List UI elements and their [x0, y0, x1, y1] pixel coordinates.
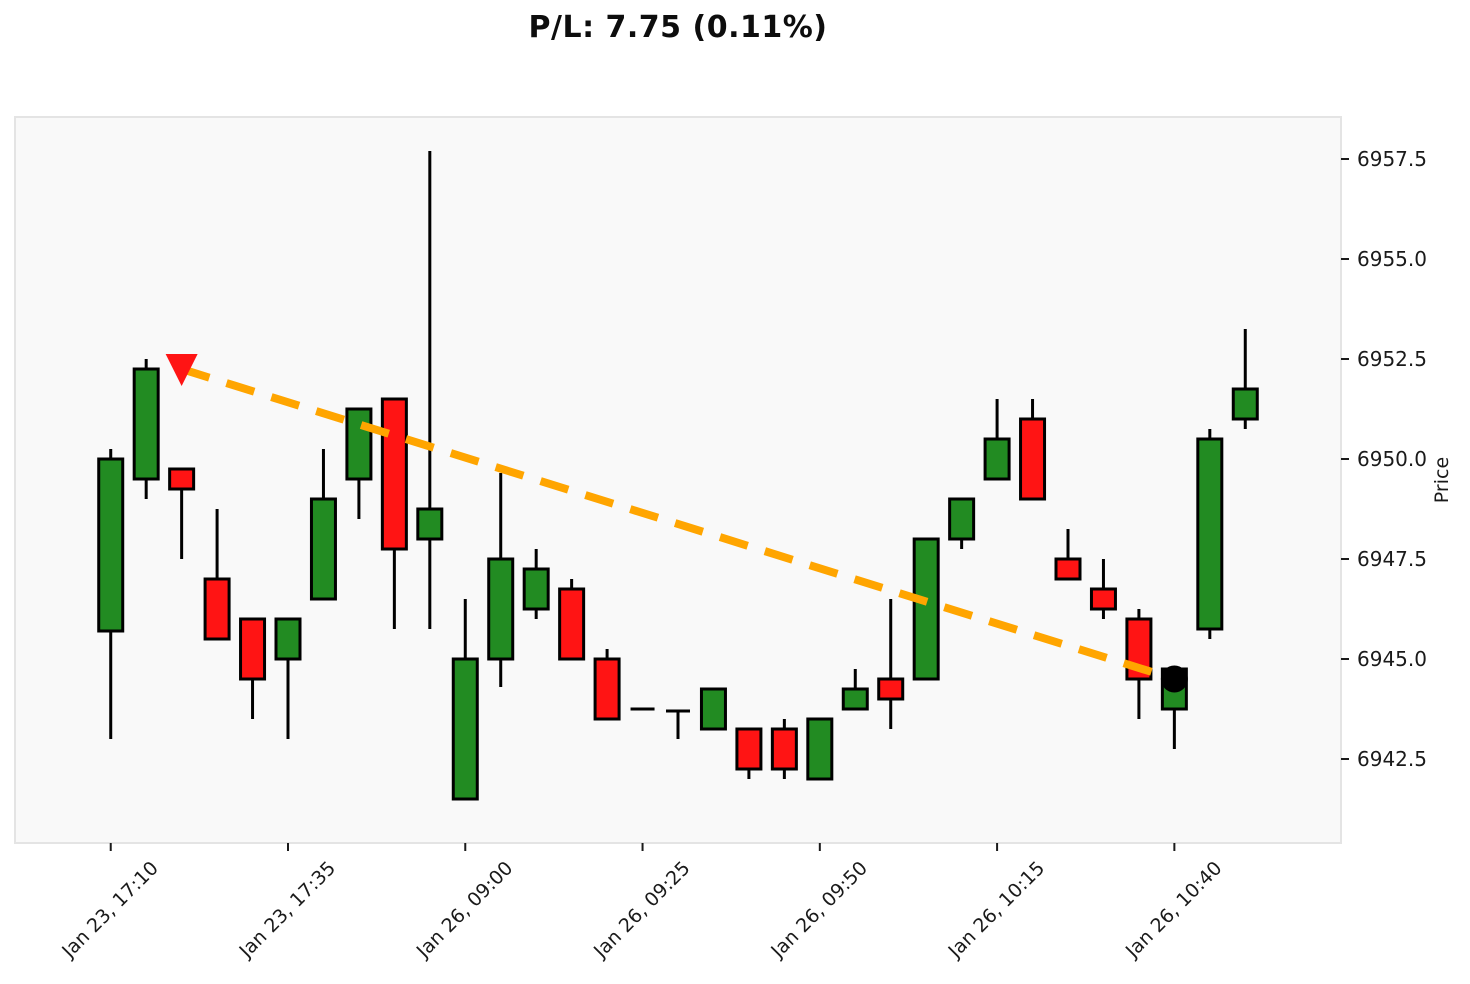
candle-2609:50 [806, 717, 834, 781]
y-tick-label: 6945.0 [1357, 647, 1427, 671]
candle-body [841, 687, 869, 711]
candle-body [132, 367, 160, 481]
candle-body [522, 567, 550, 611]
y-tick-label: 6942.5 [1357, 747, 1427, 771]
trade-connector-line [180, 365, 1176, 683]
candle-2317:30 [239, 617, 267, 719]
x-tick-label: Jan 23, 17:35 [234, 857, 340, 963]
candle-2610:50 [1231, 329, 1259, 429]
candle-body [451, 657, 479, 801]
candle-2609:00 [451, 599, 479, 801]
x-tick-label: Jan 26, 09:25 [589, 857, 695, 963]
candle-body [97, 457, 125, 633]
candle-2317:55 [416, 151, 444, 629]
candle-body [1054, 557, 1082, 581]
candle-2317:50 [380, 397, 408, 629]
y-tick-label: 6952.5 [1357, 347, 1427, 371]
y-tick-label: 6955.0 [1357, 247, 1427, 271]
chart-title: P/L: 7.75 (0.11%) [528, 10, 828, 45]
candle-body [877, 677, 905, 701]
candle-2609:20 [593, 649, 621, 721]
candle-2609:30 [666, 709, 690, 739]
x-tick-label: Jan 26, 10:15 [944, 857, 1050, 963]
x-tick-label: Jan 26, 10:40 [1121, 857, 1227, 963]
candle-2610:30 [1089, 559, 1117, 619]
candles-layer [97, 151, 1259, 801]
candle-2609:05 [487, 473, 515, 687]
entry-marker-triangle-down-icon [165, 354, 198, 386]
x-axis: Jan 23, 17:10 Jan 23, 17:35 Jan 26, 09:00 J… [57, 843, 1226, 963]
candle-body [274, 617, 302, 661]
candle-body [770, 727, 798, 771]
candle-body [699, 687, 727, 731]
x-tick-label: Jan 26, 09:50 [766, 857, 872, 963]
candle-2610:45 [1196, 429, 1224, 639]
candle-2317:25 [203, 509, 231, 641]
candle-2610:10 [948, 497, 976, 549]
candle-body [948, 497, 976, 541]
candle-body [380, 397, 408, 551]
candle-2609:45 [770, 719, 798, 779]
x-tick-label: Jan 26, 09:00 [412, 857, 518, 963]
candle-body [912, 537, 940, 681]
candle-body [203, 577, 231, 641]
candle-2317:15 [132, 359, 160, 499]
candle-body [806, 717, 834, 781]
y-tick-label: 6950.0 [1357, 447, 1427, 471]
candle-2317:45 [345, 407, 373, 519]
candle-2317:20 [168, 467, 196, 559]
candle-2317:35 [274, 617, 302, 739]
y-axis-title: Price [1431, 457, 1453, 503]
candle-2610:15 [983, 399, 1011, 481]
candle-2609:55 [841, 669, 869, 711]
y-tick-label: 6957.5 [1357, 147, 1427, 171]
candle-2610:00 [877, 599, 905, 729]
candle-2609:35 [699, 687, 727, 731]
candle-2609:10 [522, 549, 550, 619]
candle-body [983, 437, 1011, 481]
candle-2609:40 [735, 727, 763, 779]
candle-2610:20 [1019, 399, 1047, 501]
candle-body [345, 407, 373, 481]
exit-marker-dot-icon [1160, 665, 1188, 693]
candle-body [735, 727, 763, 771]
candle-body [309, 497, 337, 601]
candle-2610:05 [912, 537, 940, 681]
x-tick-label: Jan 23, 17:10 [57, 857, 163, 963]
candle-body [416, 507, 444, 541]
candle-body [168, 467, 196, 491]
y-tick-label: 6947.5 [1357, 547, 1427, 571]
candle-body [1231, 387, 1259, 421]
candle-body [1089, 587, 1117, 611]
candle-2610:25 [1054, 529, 1082, 581]
candle-body [1196, 437, 1224, 631]
y-axis: 6942.5 6945.0 6947.5 6950.0 6952.5 6955.0 6957… [1341, 147, 1453, 771]
candle-body [593, 657, 621, 721]
candle-body [1019, 417, 1047, 501]
candle-2317:10 [97, 449, 125, 739]
candle-2609:15 [558, 579, 586, 661]
candle-2317:40 [309, 449, 337, 601]
candle-body [558, 587, 586, 661]
candle-body [239, 617, 267, 681]
candle-body [487, 557, 515, 661]
